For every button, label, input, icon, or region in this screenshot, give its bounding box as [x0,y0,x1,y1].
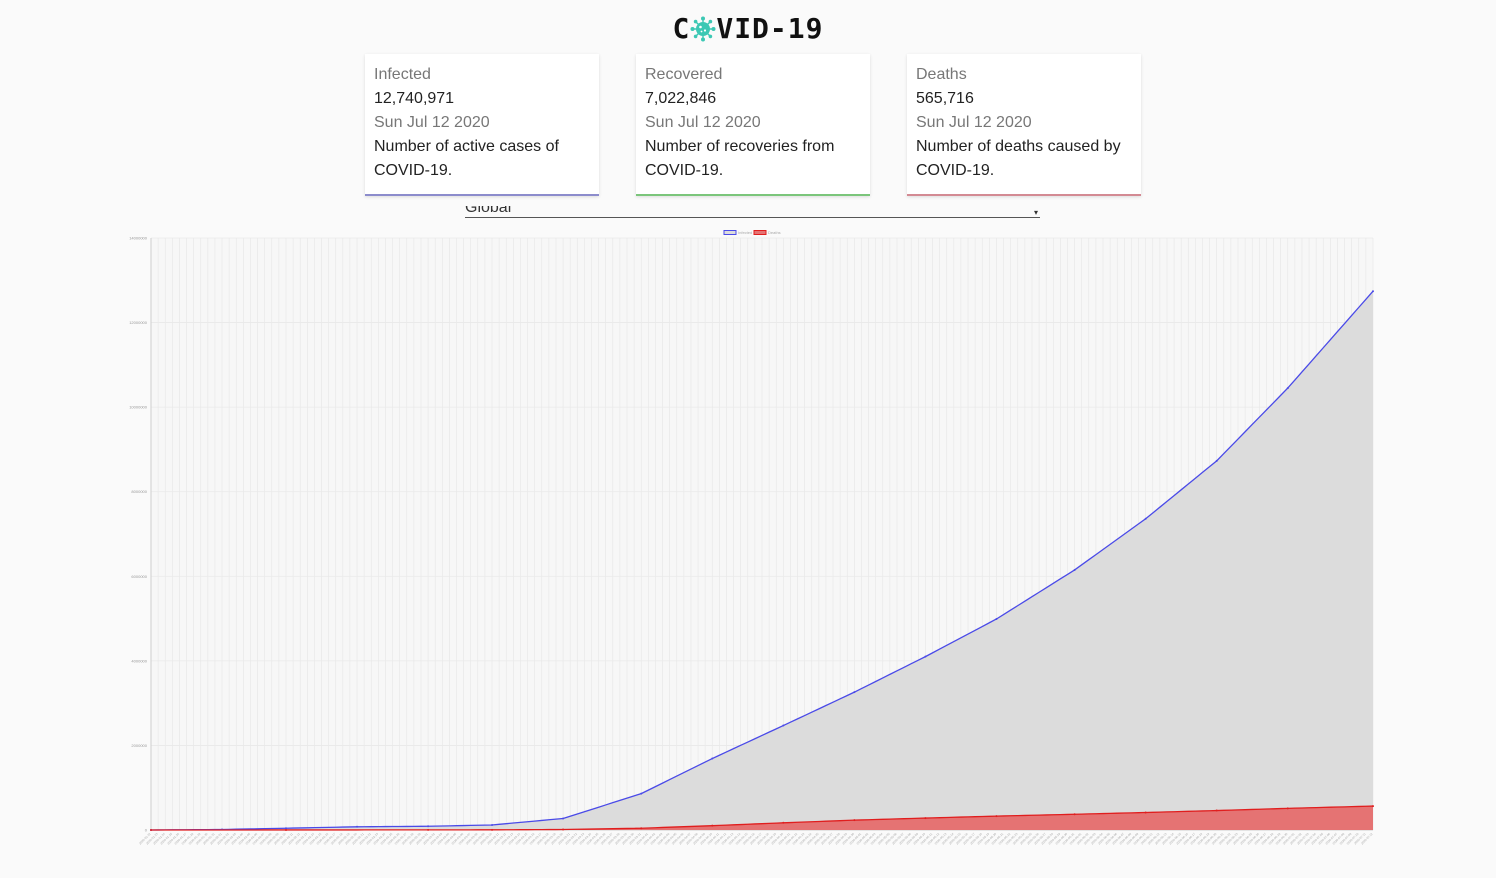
infected-point [491,823,494,826]
deaths-area [151,806,1373,830]
infected-point [1372,290,1374,293]
cases-chart: 0 2000000 4000000 6000000 8000000 10000000 120… [129,230,1374,846]
card-date: Sun Jul 12 2020 [916,114,1032,131]
deaths-point [995,815,998,818]
card-date: Sun Jul 12 2020 [374,114,490,131]
infected-point [1286,387,1289,390]
page-title: C VID-19 [0,12,1496,50]
deaths-legend-swatch [753,230,767,235]
y-tick-label: 4000000 [131,658,147,663]
deaths-point [711,824,714,827]
deaths-point [853,819,856,822]
card-description: Number of active cases of COVID-19. [374,138,559,179]
y-tick-label: 6000000 [131,574,147,579]
deaths-point [1286,807,1289,810]
infected-point [640,792,643,795]
deaths-points [150,805,1374,831]
infected-point [562,817,565,820]
virus-icon [690,16,716,50]
y-tick-label: 0 [145,828,148,833]
infected-point [1215,459,1218,462]
infected-line [150,290,1374,831]
deaths-point [1215,809,1218,812]
infected-points [150,290,1374,831]
deaths-line [151,805,1374,831]
country-select[interactable]: Global ▾ [465,206,1040,218]
infected-point [924,655,927,658]
y-tick-label: 8000000 [131,489,147,494]
title-left: C [672,12,691,45]
deaths-point [640,827,643,830]
deaths-legend-label: Deaths [768,230,781,235]
card-value: 12,740,971 [374,90,455,107]
recovered-card: Recovered 7,022,846 Sun Jul 12 2020 Numb… [636,54,870,196]
y-tick-label: 10000000 [129,405,148,410]
card-label: Infected [374,66,431,83]
infected-point [853,691,856,694]
infected-point [427,825,430,828]
infected-area [151,291,1373,830]
card-label: Deaths [916,66,967,83]
deaths-point [562,828,565,831]
infected-card: Infected 12,740,971 Sun Jul 12 2020 Numb… [365,54,599,196]
card-value: 565,716 [916,90,974,107]
y-tick-label: 14000000 [129,236,148,241]
deaths-point [284,828,287,831]
y-tick-label: 2000000 [131,743,147,748]
card-description: Number of recoveries from COVID-19. [645,138,835,179]
infected-point [711,757,714,760]
infected-point [284,827,287,830]
infected-point [995,617,998,620]
deaths-card: Deaths 565,716 Sun Jul 12 2020 Number of… [907,54,1141,196]
title-right: VID-19 [716,12,824,45]
deaths-point [1144,811,1147,814]
deaths-point [491,828,494,831]
deaths-point [1073,813,1076,816]
card-value: 7,022,846 [645,90,717,107]
chart-legend: Infected Deaths [723,230,781,235]
deaths-point [924,817,927,820]
deaths-point [427,828,430,831]
infected-point [356,825,359,828]
infected-point [1144,517,1147,520]
chevron-down-icon[interactable]: ▾ [1033,208,1038,217]
y-tick-label: 12000000 [129,320,148,325]
card-date: Sun Jul 12 2020 [645,114,761,131]
deaths-point [782,821,785,824]
card-description: Number of deaths caused by COVID-19. [916,138,1121,179]
x-tick-labels: 2020-01-222020-01-232020-01-242020-01-25… [138,832,1374,846]
deaths-point [150,828,152,831]
infected-point [1073,568,1076,571]
infected-legend-label: Infected [738,230,752,235]
card-label: Recovered [645,66,723,83]
country-select-value: Global [465,206,512,216]
infected-legend-swatch [723,230,737,235]
deaths-point [1372,805,1374,808]
infected-point [782,724,785,727]
